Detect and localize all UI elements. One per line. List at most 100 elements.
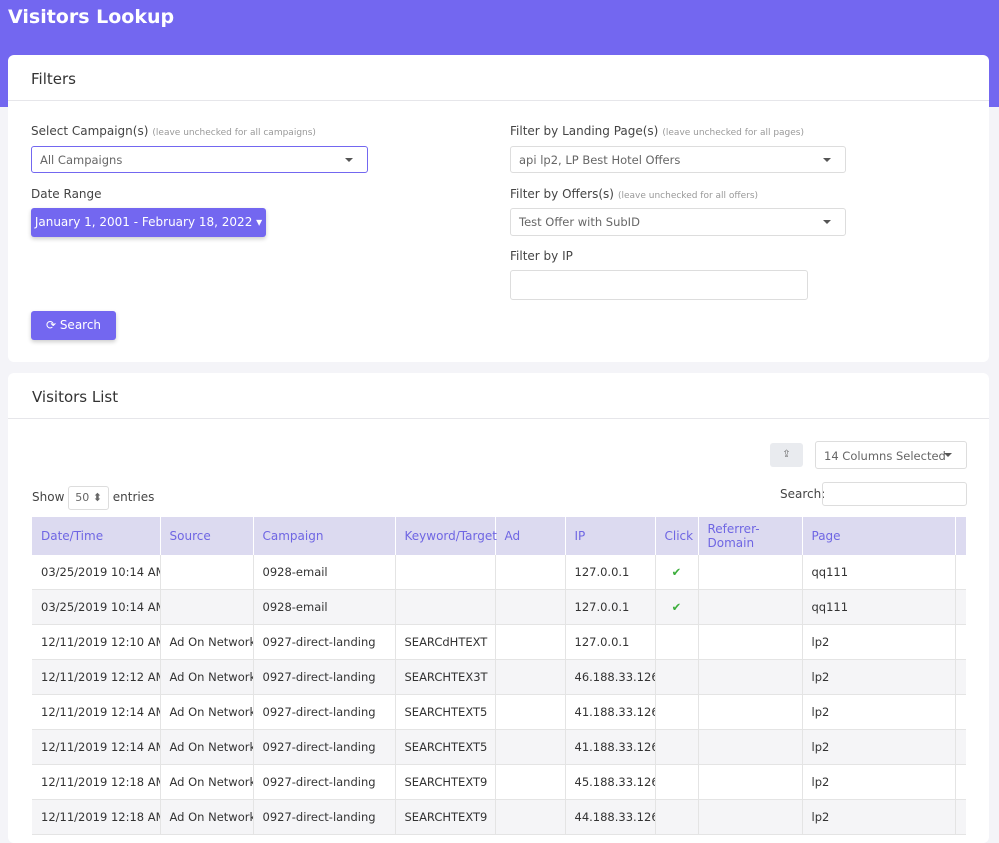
cell: 12/11/2019 12:10 AM xyxy=(32,625,160,660)
card-title: Filters xyxy=(31,70,76,88)
cell: SEARCdHTEXT xyxy=(395,625,495,660)
card-title: Visitors List xyxy=(32,388,118,406)
cell xyxy=(655,695,698,730)
table-body: 03/25/2019 10:14 AM0928-email127.0.0.1✔q… xyxy=(32,555,966,835)
cell: SEARCHTEX3T xyxy=(395,660,495,695)
campaign-select[interactable]: All Campaigns xyxy=(31,146,368,173)
label-text: entries xyxy=(113,490,155,504)
column-header: Ad xyxy=(495,517,565,555)
cell: lp2 xyxy=(802,730,955,765)
cell: qq111 xyxy=(802,590,955,625)
label: Filter by Offers(s)(leave unchecked for … xyxy=(510,187,758,201)
cell: Ad On Network xyxy=(160,660,253,695)
cell xyxy=(495,660,565,695)
cell: 46.188.33.126 xyxy=(565,660,655,695)
cell xyxy=(495,590,565,625)
label-text: Show xyxy=(32,490,64,504)
column-header: Campaign xyxy=(253,517,395,555)
column-header: IP xyxy=(565,517,655,555)
cell: 0927-direct-landing xyxy=(253,695,395,730)
cell: 0927-direct-landing xyxy=(253,800,395,835)
table-row: 12/11/2019 12:10 AMAd On Network0927-dir… xyxy=(32,625,966,660)
cell xyxy=(955,590,966,625)
label: Date Range xyxy=(31,187,102,201)
cell xyxy=(955,765,966,800)
cell xyxy=(655,765,698,800)
label-text: Filter by Landing Page(s) xyxy=(510,124,658,138)
cell: Ad On Network xyxy=(160,625,253,660)
label: Filter by IP xyxy=(510,249,573,263)
cell: SEARCHTEXT9 xyxy=(395,765,495,800)
cell: 0927-direct-landing xyxy=(253,660,395,695)
visitors-card: Visitors List ⇪ 14 Columns Selected Show… xyxy=(8,373,989,843)
table-wrap: Date/TimeSourceCampaignKeyword/TargetAdI… xyxy=(32,517,966,835)
cell: 0928-email xyxy=(253,555,395,590)
cell: SEARCHTEXT5 xyxy=(395,695,495,730)
cell: Ad On Network xyxy=(160,730,253,765)
column-header: Keyword/Target xyxy=(395,517,495,555)
cell xyxy=(495,695,565,730)
cell xyxy=(495,625,565,660)
cell xyxy=(655,730,698,765)
cell xyxy=(698,695,802,730)
label: Filter by Landing Page(s)(leave unchecke… xyxy=(510,124,804,138)
table-row: 12/11/2019 12:14 AMAd On Network0927-dir… xyxy=(32,695,966,730)
cell xyxy=(160,555,253,590)
landing-select[interactable]: api lp2, LP Best Hotel Offers xyxy=(510,146,846,173)
cell xyxy=(698,730,802,765)
table-row: 12/11/2019 12:18 AMAd On Network0927-dir… xyxy=(32,765,966,800)
cell xyxy=(655,625,698,660)
length-control: Show 50 ⬍ entries xyxy=(32,486,154,510)
columns-select[interactable]: 14 Columns Selected xyxy=(815,441,967,469)
column-header xyxy=(955,517,966,555)
table-row: 12/11/2019 12:12 AMAd On Network0927-dir… xyxy=(32,660,966,695)
ip-input[interactable] xyxy=(510,270,808,300)
cell xyxy=(655,660,698,695)
button-text: Search xyxy=(60,318,101,332)
column-header: Page xyxy=(802,517,955,555)
cell: Ad On Network xyxy=(160,765,253,800)
cell xyxy=(955,555,966,590)
export-button[interactable]: ⇪ xyxy=(770,443,803,467)
search-button[interactable]: ⟳ Search xyxy=(31,311,116,340)
cell: 03/25/2019 10:14 AM xyxy=(32,555,160,590)
search-input[interactable] xyxy=(822,482,967,506)
visitors-table: Date/TimeSourceCampaignKeyword/TargetAdI… xyxy=(32,517,966,835)
cell xyxy=(655,800,698,835)
offers-select[interactable]: Test Offer with SubID xyxy=(510,208,846,236)
cell xyxy=(395,555,495,590)
divider xyxy=(8,100,989,101)
cell: 12/11/2019 12:18 AM xyxy=(32,800,160,835)
cell xyxy=(495,555,565,590)
date-range: January 1, 2001 - February 18, 2022 xyxy=(35,215,253,229)
cell: 0927-direct-landing xyxy=(253,765,395,800)
cell: lp2 xyxy=(802,695,955,730)
cell: SEARCHTEXT5 xyxy=(395,730,495,765)
cell: lp2 xyxy=(802,765,955,800)
cell: 44.188.33.126 xyxy=(565,800,655,835)
column-header: Referrer-Domain xyxy=(698,517,802,555)
page-title: Visitors Lookup xyxy=(8,6,174,28)
hint: (leave unchecked for all offers) xyxy=(618,191,758,201)
cell xyxy=(160,590,253,625)
cell: 03/25/2019 10:14 AM xyxy=(32,590,160,625)
cell xyxy=(395,590,495,625)
column-header: Date/Time xyxy=(32,517,160,555)
date-range-button[interactable]: January 1, 2001 - February 18, 2022 ▾ xyxy=(31,208,266,237)
entries-select[interactable]: 50 ⬍ xyxy=(68,486,109,510)
column-header: Source xyxy=(160,517,253,555)
cell: 41.188.33.126 xyxy=(565,730,655,765)
search-label: Search: xyxy=(780,487,825,501)
filters-card: Filters Select Campaign(s)(leave uncheck… xyxy=(8,55,989,362)
table-row: 03/25/2019 10:14 AM0928-email127.0.0.1✔q… xyxy=(32,590,966,625)
cell xyxy=(495,765,565,800)
cell xyxy=(955,695,966,730)
label: Select Campaign(s)(leave unchecked for a… xyxy=(31,124,316,138)
cell: 12/11/2019 12:14 AM xyxy=(32,695,160,730)
cell xyxy=(698,765,802,800)
cell: lp2 xyxy=(802,800,955,835)
table-row: 12/11/2019 12:18 AMAd On Network0927-dir… xyxy=(32,800,966,835)
cell xyxy=(955,730,966,765)
cell xyxy=(495,800,565,835)
